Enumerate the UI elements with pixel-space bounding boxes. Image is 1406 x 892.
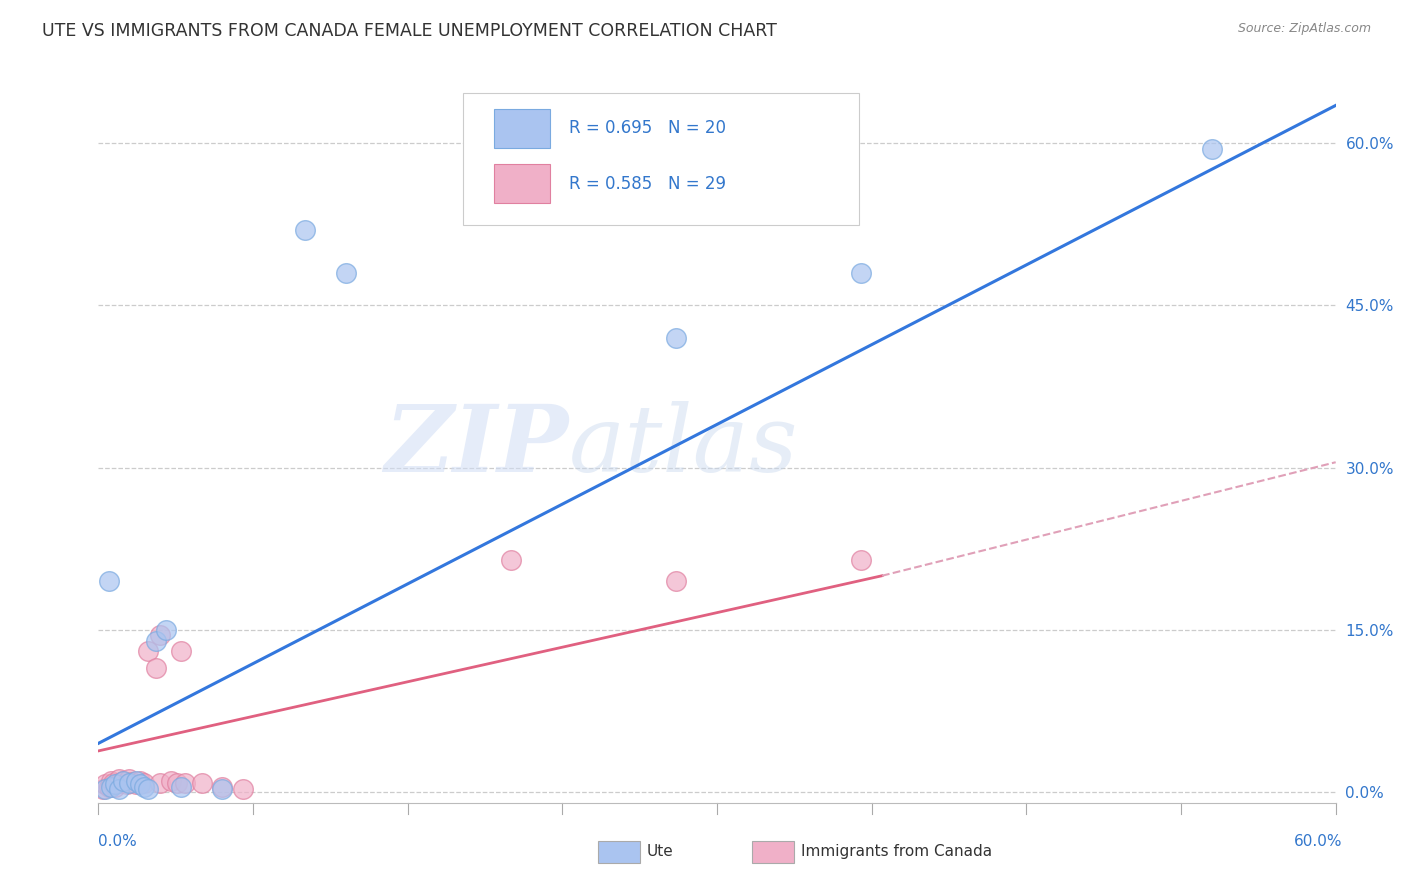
Point [108, 776, 131, 790]
Text: Ute: Ute [647, 845, 673, 859]
Point [170, 780, 193, 794]
Point [108, 781, 131, 796]
Point [118, 772, 141, 786]
Point [97, 780, 120, 794]
Point [665, 574, 688, 589]
Point [108, 772, 131, 786]
Point [91, 781, 114, 796]
Text: 60.0%: 60.0% [1295, 834, 1343, 849]
Point [128, 774, 150, 789]
Text: Immigrants from Canada: Immigrants from Canada [801, 845, 993, 859]
Point [128, 777, 150, 791]
Point [211, 780, 233, 794]
Point [294, 223, 316, 237]
Point [120, 775, 142, 789]
Point [136, 644, 159, 658]
Point [149, 776, 172, 790]
Point [211, 781, 233, 796]
Point [499, 552, 522, 566]
Text: atlas: atlas [568, 401, 799, 491]
Text: 0.0%: 0.0% [98, 834, 138, 849]
Point [97, 574, 120, 589]
Point [104, 780, 127, 794]
Text: R = 0.585   N = 29: R = 0.585 N = 29 [568, 175, 725, 193]
Point [132, 780, 155, 794]
Point [124, 777, 146, 791]
Point [159, 774, 181, 789]
Point [118, 776, 141, 790]
FancyBboxPatch shape [495, 164, 550, 203]
Point [93, 777, 115, 791]
Point [93, 781, 115, 796]
Point [104, 777, 127, 791]
Point [1201, 142, 1223, 156]
Point [851, 266, 873, 280]
Point [149, 628, 172, 642]
Text: ZIP: ZIP [384, 401, 568, 491]
Point [100, 780, 122, 794]
Point [145, 660, 167, 674]
Point [190, 776, 212, 790]
Point [100, 774, 122, 789]
Point [101, 776, 124, 790]
Point [170, 644, 193, 658]
FancyBboxPatch shape [464, 93, 859, 225]
Point [174, 776, 197, 790]
FancyBboxPatch shape [495, 109, 550, 148]
Point [124, 774, 146, 789]
Point [136, 781, 159, 796]
Point [112, 774, 135, 789]
Point [117, 777, 139, 791]
Point [132, 776, 155, 790]
Point [155, 623, 177, 637]
Point [665, 331, 688, 345]
Point [145, 633, 167, 648]
Text: R = 0.695   N = 20: R = 0.695 N = 20 [568, 120, 725, 137]
Point [335, 266, 357, 280]
Point [112, 774, 135, 789]
Point [232, 781, 254, 796]
Text: UTE VS IMMIGRANTS FROM CANADA FEMALE UNEMPLOYMENT CORRELATION CHART: UTE VS IMMIGRANTS FROM CANADA FEMALE UNE… [42, 22, 778, 40]
Y-axis label: Female Unemployment: Female Unemployment [0, 357, 7, 535]
Point [851, 552, 873, 566]
Point [166, 776, 188, 790]
Text: Source: ZipAtlas.com: Source: ZipAtlas.com [1237, 22, 1371, 36]
